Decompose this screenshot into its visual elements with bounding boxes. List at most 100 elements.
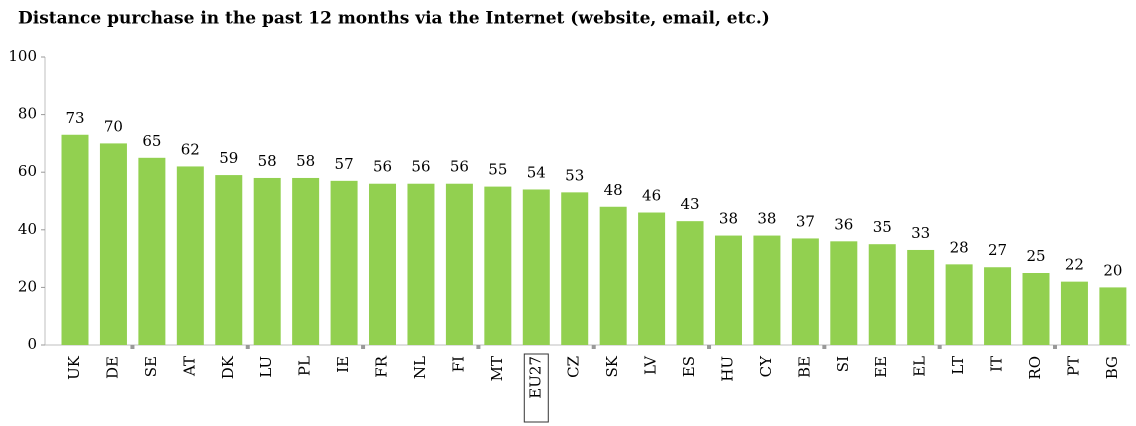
value-label: 22: [1065, 256, 1084, 274]
value-label: 65: [142, 132, 161, 150]
x-tick-label: UK: [65, 355, 83, 380]
bar: [753, 235, 781, 345]
bar: [330, 180, 358, 345]
value-label: 62: [181, 140, 200, 158]
value-label: 46: [642, 187, 661, 205]
x-tick-label: CZ: [565, 356, 583, 378]
value-label: 59: [219, 149, 238, 167]
x-tick-label: CY: [757, 355, 775, 377]
bar: [292, 177, 320, 345]
value-label: 56: [373, 158, 392, 176]
bar: [522, 189, 550, 345]
value-label: 37: [796, 212, 815, 230]
value-label: 38: [757, 210, 776, 228]
x-tick-label: SI: [834, 356, 852, 372]
bar: [561, 192, 589, 345]
bar: [61, 134, 89, 345]
x-tick: [937, 345, 942, 349]
x-tick-label: SK: [603, 355, 621, 377]
x-tick-label: EU27: [526, 356, 544, 399]
x-tick: [130, 345, 135, 349]
bar: [638, 212, 666, 345]
value-label: 20: [1103, 261, 1122, 279]
bar: [369, 183, 397, 345]
value-label: 55: [488, 161, 507, 179]
value-label: 48: [604, 181, 623, 199]
x-tick-label: RO: [1026, 356, 1044, 380]
value-label: 27: [988, 241, 1007, 259]
x-tick: [591, 345, 596, 349]
value-label: 56: [411, 158, 430, 176]
bar: [253, 177, 281, 345]
x-tick-label: PL: [296, 356, 314, 376]
y-tick-label: 60: [18, 162, 37, 180]
bar: [868, 244, 896, 345]
y-tick-label: 0: [27, 335, 37, 353]
bar: [676, 221, 704, 345]
bar: [176, 166, 204, 345]
x-tick-label: IE: [334, 356, 352, 373]
bar: [791, 238, 819, 345]
x-tick-label: FI: [449, 356, 467, 372]
x-tick-label: LT: [949, 356, 967, 375]
bar: [1022, 273, 1050, 345]
value-label: 35: [873, 218, 892, 236]
value-label: 58: [258, 152, 277, 170]
bar: [445, 183, 473, 345]
bar: [830, 241, 858, 345]
x-tick: [822, 345, 827, 349]
x-tick-label: MT: [488, 356, 506, 381]
bar: [1060, 281, 1088, 345]
value-label: 36: [834, 215, 853, 233]
x-tick: [476, 345, 481, 349]
y-tick-label: 20: [18, 277, 37, 295]
bar: [407, 183, 435, 345]
bar: [984, 267, 1012, 345]
bar: [215, 175, 243, 345]
x-tick-label: SE: [142, 356, 160, 377]
highlight-box: [523, 353, 549, 423]
x-tick-label: DE: [103, 356, 121, 379]
x-tick-label: AT: [180, 356, 198, 377]
x-tick: [1053, 345, 1057, 349]
value-label: 53: [565, 166, 584, 184]
value-label: 70: [104, 117, 123, 135]
bar: [1099, 287, 1127, 345]
x-tick: [245, 345, 250, 349]
bar: [714, 235, 742, 345]
x-tick-label: DK: [219, 355, 237, 379]
value-label: 54: [527, 163, 546, 181]
value-label: 56: [450, 158, 469, 176]
x-tick-label: EL: [911, 356, 929, 377]
value-label: 25: [1026, 247, 1045, 265]
x-tick: [707, 345, 712, 349]
bar: [138, 157, 166, 345]
x-tick-label: HU: [718, 356, 736, 382]
value-label: 58: [296, 152, 315, 170]
x-tick-label: ES: [680, 356, 698, 377]
x-tick-label: LU: [257, 356, 275, 378]
bar: [484, 186, 512, 345]
bar: [599, 206, 627, 345]
bar: [907, 249, 935, 345]
value-label: 28: [950, 238, 969, 256]
bar: [945, 264, 973, 345]
chart-title: Distance purchase in the past 12 months …: [18, 9, 770, 29]
bar: [99, 143, 127, 345]
x-tick-label: FR: [373, 355, 391, 377]
y-tick-label: 40: [18, 220, 37, 238]
x-tick-label: LV: [642, 355, 660, 375]
x-tick-label: BG: [1103, 356, 1121, 379]
x-tick-label: IT: [988, 356, 1006, 372]
y-tick-label: 80: [18, 105, 37, 123]
y-tick-label: 100: [8, 47, 37, 65]
value-label: 73: [65, 109, 84, 127]
x-tick-label: NL: [411, 356, 429, 379]
value-label: 38: [719, 210, 738, 228]
x-tick-label: BE: [795, 356, 813, 378]
value-label: 33: [911, 224, 930, 242]
x-tick-label: PT: [1064, 356, 1082, 376]
x-tick: [361, 345, 366, 349]
value-label: 57: [335, 155, 354, 173]
